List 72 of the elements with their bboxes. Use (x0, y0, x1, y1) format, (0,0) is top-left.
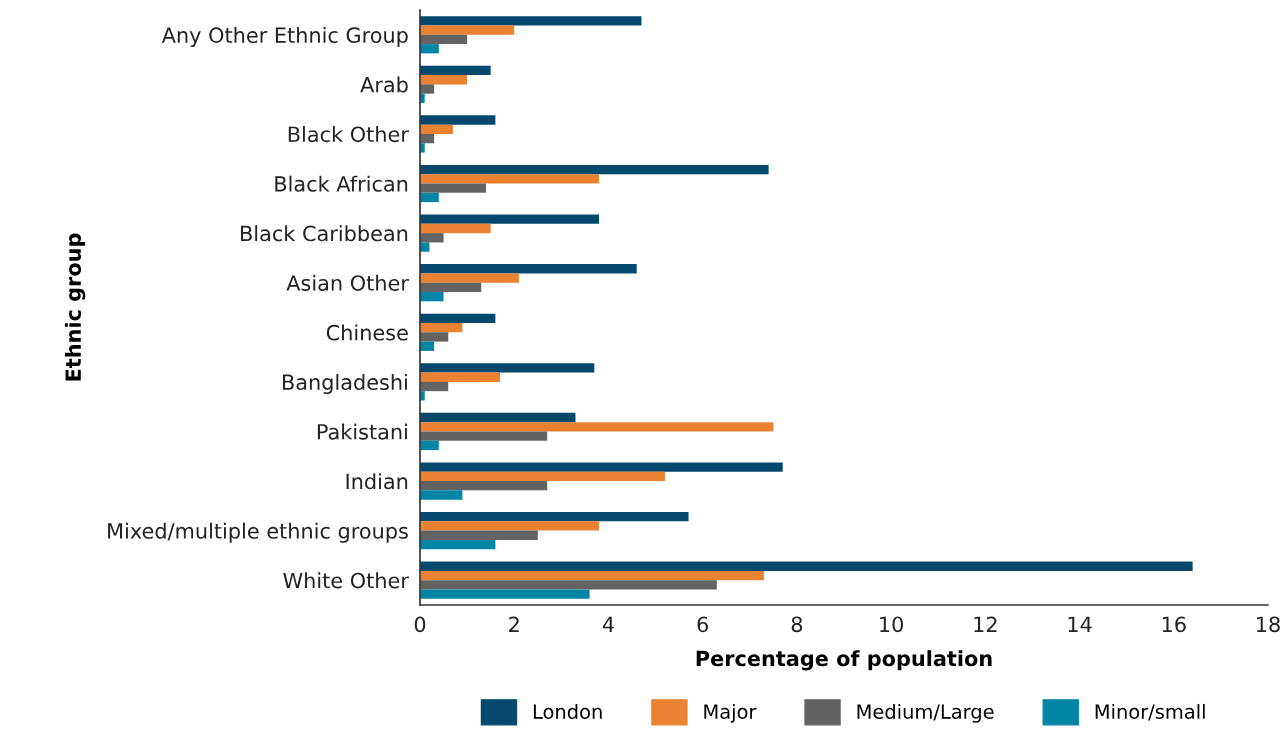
bar (420, 124, 453, 134)
bar (420, 363, 595, 373)
bar (420, 512, 689, 522)
bar (420, 490, 463, 500)
legend-label: London (533, 703, 602, 719)
bar (420, 65, 491, 76)
y-tick-label: Black Caribbean (241, 225, 408, 242)
bar (420, 422, 774, 432)
y-tick-label: Indian (346, 473, 408, 490)
y-tick-label: Bangladeshi (283, 373, 407, 395)
y-tick-label: Asian Other (286, 274, 409, 291)
bar (420, 183, 486, 193)
bar (420, 570, 764, 581)
x-tick-label: 0 (414, 616, 426, 633)
y-tick-label: Chinese (326, 324, 408, 341)
bar (420, 412, 576, 423)
bar (420, 115, 496, 125)
x-tick-label: 8 (791, 616, 803, 633)
bar (420, 192, 439, 203)
bar (420, 264, 637, 274)
x-tick-label: 14 (1068, 616, 1092, 632)
bar (420, 292, 444, 302)
bar (420, 44, 439, 54)
y-tick-label: Black African (275, 175, 408, 192)
bar (420, 589, 590, 599)
bar (420, 242, 430, 252)
bar (420, 16, 642, 26)
x-tick-label: 16 (1162, 616, 1186, 633)
y-tick-label: Any Other Ethnic Group (161, 26, 408, 48)
bar (420, 381, 449, 392)
y-tick-label: Mixed/multiple ethnic groups (108, 522, 408, 543)
bar (420, 322, 463, 333)
bar (420, 273, 519, 283)
bar (420, 214, 600, 224)
bar (420, 233, 444, 243)
bar (420, 75, 468, 85)
x-tick-label: 12 (974, 616, 997, 632)
y-tick-label: Arab (360, 76, 408, 93)
x-tick-label: 10 (880, 616, 903, 633)
bar (420, 521, 600, 531)
y-axis-title: Ethnic group (64, 233, 86, 381)
bar (420, 34, 468, 45)
x-tick-label: 4 (602, 616, 614, 632)
bar (420, 282, 482, 293)
y-tick-label: Black Other (288, 126, 409, 143)
bar (420, 25, 515, 35)
bar (420, 372, 501, 382)
legend-label: Major (704, 703, 757, 723)
x-axis-title: Percentage of population (696, 650, 992, 671)
x-tick-label: 18 (1257, 616, 1280, 633)
bar (420, 530, 538, 540)
bar (420, 174, 600, 184)
bar (420, 471, 665, 482)
bar (420, 84, 435, 94)
bar (420, 481, 548, 491)
legend-label: Minor/small (1095, 703, 1205, 721)
x-tick-label: 2 (509, 616, 519, 632)
bar (420, 223, 491, 234)
bar (420, 431, 548, 441)
bar (420, 462, 783, 472)
bar (420, 561, 1193, 571)
y-tick-label: Pakistani (317, 423, 407, 440)
bar (420, 580, 717, 590)
x-tick-label: 6 (697, 616, 708, 633)
y-tick-label: White Other (283, 572, 409, 589)
bar (420, 143, 425, 153)
bar (420, 440, 439, 451)
bar (420, 539, 496, 550)
bar (420, 164, 769, 175)
legend-label: Medium/Large (857, 703, 994, 723)
bar (420, 313, 496, 323)
bar (420, 332, 449, 342)
